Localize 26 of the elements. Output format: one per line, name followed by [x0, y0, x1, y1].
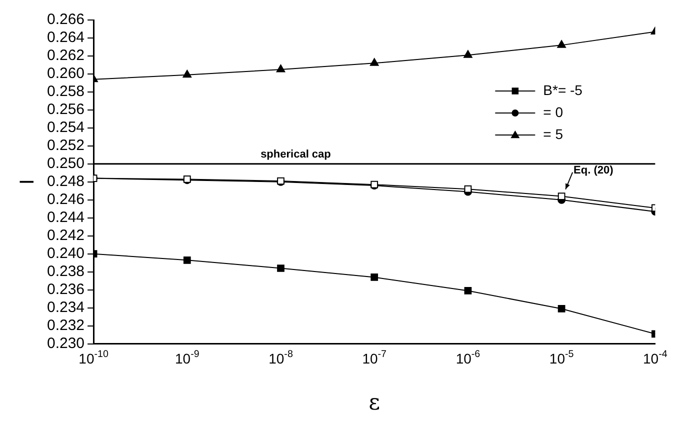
y-tick-label: 0.264 [46, 29, 85, 46]
y-tick-label: 0.256 [46, 101, 85, 118]
y-tick-label: 0.242 [46, 227, 85, 244]
y-tick-label: 0.252 [46, 137, 85, 154]
y-tick-label: 0.262 [46, 47, 85, 64]
y-tick-label: 0.238 [46, 262, 85, 280]
ref-line-label: spherical cap [260, 148, 332, 160]
y-axis-title: I [16, 179, 39, 185]
annotation: Eq. (20) [574, 164, 614, 176]
y-tick-label: 0.246 [46, 191, 85, 208]
y-tick-label: 0.230 [46, 334, 85, 352]
x-axis-title: ε [368, 390, 380, 416]
y-tick-label: 0.266 [46, 11, 85, 28]
y-tick-label: 0.248 [46, 173, 85, 190]
y-tick-label: 0.240 [46, 244, 85, 262]
legend-label: = 5 [543, 126, 564, 142]
y-tick-label: 0.258 [46, 83, 85, 100]
y-tick-label: 0.232 [46, 316, 85, 334]
legend-label: = 0 [543, 104, 564, 120]
y-tick-label: 0.254 [46, 119, 85, 136]
legend-label: B*= -5 [543, 82, 583, 98]
y-tick-label: 0.234 [46, 298, 85, 316]
y-tick-label: 0.244 [46, 209, 85, 226]
y-tick-label: 0.236 [46, 280, 85, 298]
y-tick-label: 0.250 [46, 155, 85, 172]
y-tick-label: 0.260 [46, 65, 85, 82]
